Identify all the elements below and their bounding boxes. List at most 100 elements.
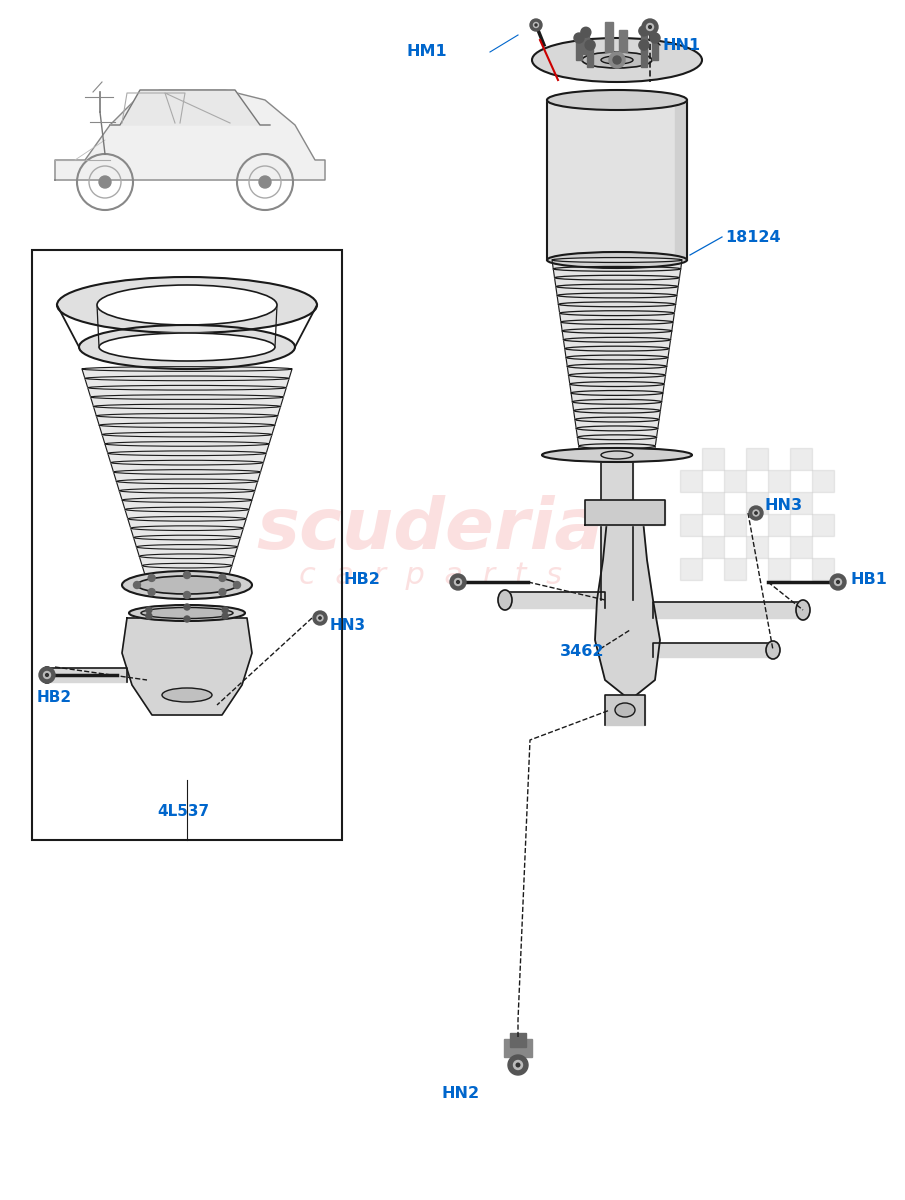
Text: HN2: HN2 — [442, 1086, 480, 1100]
Ellipse shape — [82, 367, 292, 371]
Ellipse shape — [41, 667, 53, 683]
Bar — [583, 32, 589, 54]
Polygon shape — [93, 407, 281, 416]
Circle shape — [454, 578, 462, 586]
Ellipse shape — [547, 90, 687, 110]
Polygon shape — [559, 313, 674, 322]
Ellipse shape — [572, 400, 662, 404]
Circle shape — [317, 614, 323, 622]
Bar — [768, 470, 790, 492]
Text: HN1: HN1 — [662, 37, 700, 53]
Circle shape — [613, 56, 621, 64]
Bar — [641, 31, 647, 53]
Circle shape — [830, 574, 846, 590]
Circle shape — [535, 24, 537, 26]
Bar — [746, 492, 768, 514]
Circle shape — [184, 604, 190, 610]
Text: HB2: HB2 — [37, 690, 72, 704]
Text: 4L537: 4L537 — [157, 804, 209, 820]
Bar — [768, 558, 790, 580]
Ellipse shape — [113, 469, 261, 474]
Bar — [585, 500, 665, 526]
Circle shape — [99, 176, 111, 188]
Ellipse shape — [575, 418, 659, 422]
Ellipse shape — [532, 38, 702, 82]
Bar — [702, 492, 724, 514]
Ellipse shape — [119, 488, 255, 493]
Ellipse shape — [122, 498, 252, 503]
Ellipse shape — [134, 535, 241, 540]
Circle shape — [457, 581, 460, 583]
Ellipse shape — [88, 385, 286, 390]
Polygon shape — [565, 349, 670, 358]
Polygon shape — [110, 463, 263, 472]
Ellipse shape — [498, 590, 512, 610]
Ellipse shape — [552, 258, 682, 263]
Bar — [746, 448, 768, 470]
Bar — [768, 514, 790, 536]
Text: c  a  r  p  a  r  t  s: c a r p a r t s — [299, 560, 561, 589]
Text: 18124: 18124 — [725, 229, 781, 245]
Circle shape — [319, 617, 321, 619]
Bar — [790, 448, 812, 470]
Ellipse shape — [129, 605, 245, 622]
Bar — [47, 668, 127, 682]
Text: HB1: HB1 — [850, 572, 887, 588]
Text: 3462: 3462 — [560, 644, 605, 660]
Polygon shape — [134, 538, 241, 547]
Circle shape — [646, 24, 653, 30]
Ellipse shape — [556, 284, 678, 289]
Bar — [505, 592, 605, 608]
Polygon shape — [122, 618, 252, 715]
Ellipse shape — [93, 404, 281, 409]
Text: HN3: HN3 — [330, 618, 367, 634]
Ellipse shape — [137, 545, 238, 550]
Polygon shape — [595, 520, 660, 700]
Polygon shape — [96, 416, 278, 425]
Ellipse shape — [79, 325, 295, 370]
Bar — [652, 38, 658, 60]
Ellipse shape — [128, 516, 246, 521]
Bar — [601, 455, 633, 600]
Ellipse shape — [555, 275, 680, 280]
Ellipse shape — [547, 252, 687, 268]
Polygon shape — [562, 331, 672, 340]
Bar — [724, 514, 746, 536]
Ellipse shape — [577, 434, 656, 439]
Polygon shape — [130, 528, 243, 538]
Ellipse shape — [615, 703, 635, 716]
Circle shape — [834, 578, 842, 586]
Ellipse shape — [85, 376, 289, 380]
Circle shape — [639, 40, 649, 50]
Polygon shape — [555, 277, 680, 287]
Polygon shape — [575, 420, 659, 428]
Polygon shape — [102, 434, 272, 444]
Polygon shape — [577, 437, 656, 446]
Circle shape — [219, 575, 226, 582]
Ellipse shape — [558, 302, 676, 307]
Ellipse shape — [574, 408, 661, 413]
Ellipse shape — [97, 284, 277, 325]
Bar — [702, 536, 724, 558]
Circle shape — [219, 588, 226, 595]
Polygon shape — [578, 446, 655, 455]
Polygon shape — [117, 481, 258, 491]
Ellipse shape — [601, 56, 633, 64]
Ellipse shape — [162, 688, 212, 702]
Bar — [790, 492, 812, 514]
Circle shape — [534, 23, 538, 28]
Ellipse shape — [562, 329, 672, 334]
Polygon shape — [558, 305, 676, 313]
Ellipse shape — [796, 600, 810, 620]
Ellipse shape — [117, 479, 258, 484]
Bar — [576, 38, 582, 60]
Circle shape — [184, 571, 190, 578]
Bar — [812, 470, 834, 492]
Bar — [619, 30, 627, 52]
Circle shape — [233, 582, 241, 588]
Polygon shape — [128, 518, 246, 528]
Bar — [641, 46, 647, 67]
Bar — [702, 448, 724, 470]
Circle shape — [642, 19, 658, 35]
Polygon shape — [568, 376, 665, 384]
